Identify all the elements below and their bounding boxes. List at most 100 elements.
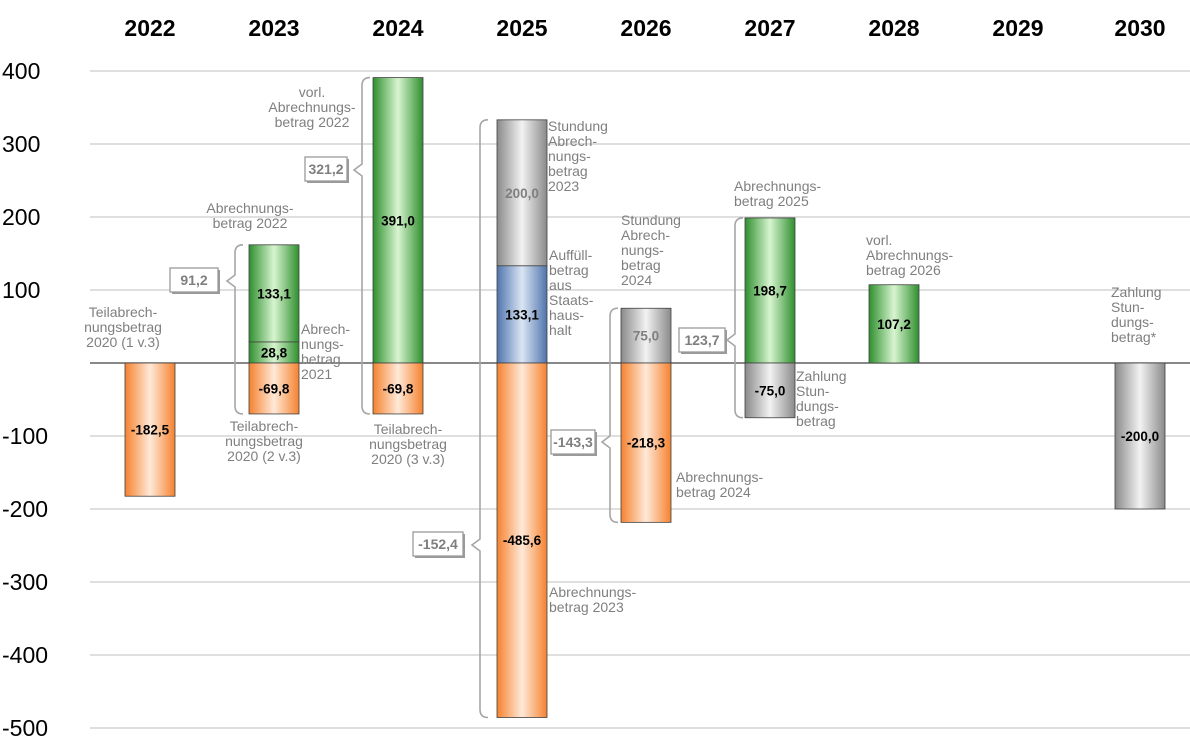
bar-2028-13: 107,2 (868, 284, 920, 364)
bracket-2025 (470, 119, 489, 719)
annotation-label: Abrechnungs-betrag 2024 (676, 469, 764, 500)
annotation-line: Abrech- (548, 133, 597, 149)
annotation-label: Stundung Abrech-nungs-betrag 2024 (621, 212, 681, 288)
year-headers: 2022 2023 2024 2025 2026 2027 2028 2029 2030 (124, 15, 1165, 41)
value-box (304, 156, 348, 182)
annotation-line: Stundung (621, 212, 681, 228)
net-total-2023: 91,2 (169, 267, 220, 294)
bar-value-label: -485,6 (503, 533, 542, 548)
y-tick-label: 200 (2, 204, 40, 230)
bar-rect (744, 217, 796, 364)
annotation-line: Abrechnungs- (676, 469, 764, 485)
bar-value-label: -218,3 (627, 436, 666, 451)
net-total-2025: -152,4 (412, 531, 465, 558)
net-total-2026: -143,3 (550, 429, 597, 456)
y-tick-label: -200 (2, 496, 48, 522)
year-label: 2023 (248, 15, 299, 41)
annotation-line: betrag* (1111, 329, 1157, 345)
bar-rect (868, 284, 920, 364)
bar-rect (620, 362, 672, 523)
value-box (550, 429, 596, 455)
annotation-line: betrag (548, 163, 588, 179)
bar-2024-4: 391,0 (372, 77, 424, 364)
annotation-line: Zahlung (1111, 284, 1162, 300)
annotation-label: Teilabrech-nungsbetrag 2020 (3 v.3) (369, 421, 447, 467)
annotation-label: Zahlung Stun-dungs-betrag* (1111, 284, 1162, 345)
annotation-line: 2024 (621, 272, 652, 288)
net-total-label: 91,2 (180, 272, 207, 288)
bar-rect (372, 77, 424, 364)
annotation-label: vorl. Abrechnungs-betrag 2026 (866, 232, 954, 278)
annotation-line: betrag 2025 (734, 193, 809, 209)
bar-2022-0: -182,5 (124, 362, 176, 497)
y-tick-label: -100 (2, 423, 48, 449)
year-label: 2029 (992, 15, 1043, 41)
annotation-line: nungs- (548, 148, 591, 164)
annotation-line: Teilabrech- (230, 418, 299, 434)
bar-2025-6: 200,0 (496, 119, 548, 267)
bar-rect (372, 362, 424, 415)
year-label: 2028 (868, 15, 919, 41)
annotations: Teilabrech-nungsbetrag 2020 (1 v.3) Abrech… (84, 84, 1162, 615)
net-total-2024: 321,2 (304, 156, 349, 183)
bar-value-label: 75,0 (633, 329, 659, 344)
annotation-line: Abrech- (301, 321, 350, 337)
annotation-line: halt (549, 322, 572, 338)
annotation-line: betrag 2022 (275, 114, 350, 130)
annotation-line: dungs- (1111, 314, 1154, 330)
bar-2027-11: 198,7 (744, 217, 796, 364)
annotation-label: Teilabrech-nungsbetrag 2020 (1 v.3) (84, 304, 162, 350)
bar-rect (124, 362, 176, 497)
annotation-line: Stun- (796, 383, 830, 399)
annotation-label: Teilabrech-nungsbetrag 2020 (2 v.3) (225, 418, 303, 464)
value-box (678, 327, 726, 353)
bracket-2024 (352, 76, 371, 415)
year-label: 2030 (1114, 15, 1165, 41)
annotation-line: Abrech- (621, 227, 670, 243)
annotation-line: Stun- (1111, 299, 1145, 315)
annotation-line: Zahlung (796, 368, 847, 384)
annotation-line: betrag 2026 (866, 262, 941, 278)
bars: -182,5 133,1 28,8 -69,8 391,0 -69,8 200,0 133,1… (124, 77, 1166, 718)
y-tick-label: 400 (2, 58, 40, 84)
y-tick-label: 100 (2, 277, 40, 303)
annotation-label: Zahlung Stun-dungs-betrag (796, 368, 847, 429)
annotation-line: Abrechnungs- (206, 200, 294, 216)
net-total-label: -143,3 (553, 434, 593, 450)
bar-value-label: -200,0 (1121, 429, 1159, 444)
annotation-line: nungs- (301, 336, 344, 352)
bar-value-label: -182,5 (131, 423, 170, 438)
annotation-line: betrag 2024 (676, 484, 751, 500)
annotation-line: betrag (301, 351, 341, 367)
y-axis-ticks: 400 300 200 100 -100 -200 -300 -400 -500 (2, 58, 48, 738)
bar-rect (744, 362, 796, 419)
value-box (412, 531, 464, 557)
bar-2026-9: 75,0 (620, 307, 672, 364)
annotation-line: 2021 (301, 366, 332, 382)
annotation-line: betrag (796, 413, 836, 429)
annotation-line: dungs- (796, 398, 839, 414)
annotation-line: Abrechnungs- (549, 584, 637, 600)
year-label: 2026 (620, 15, 671, 41)
net-total-label: 321,2 (308, 161, 343, 177)
y-tick-label: -300 (2, 569, 48, 595)
bar-rect (496, 265, 548, 364)
bar-value-label: 200,0 (505, 186, 539, 201)
annotation-label: Abrechnungs-betrag 2022 (206, 200, 294, 231)
annotation-line: nungsbetrag (225, 433, 303, 449)
year-label: 2027 (744, 15, 795, 41)
y-tick-label: 300 (2, 131, 40, 157)
bar-rect (1114, 362, 1166, 510)
bar-value-label: -69,8 (259, 381, 290, 396)
annotation-line: Teilabrech- (374, 421, 443, 437)
bar-2023-1: 133,1 (248, 244, 300, 343)
annotation-line: Teilabrech- (89, 304, 158, 320)
annotation-line: haus- (549, 307, 584, 323)
annotation-line: Abrechnungs- (866, 247, 954, 263)
value-box (169, 267, 219, 293)
bar-rect (248, 244, 300, 343)
net-total-label: -152,4 (418, 536, 458, 552)
bar-2025-7: 133,1 (496, 265, 548, 364)
annotation-line: Stundung (548, 118, 608, 134)
